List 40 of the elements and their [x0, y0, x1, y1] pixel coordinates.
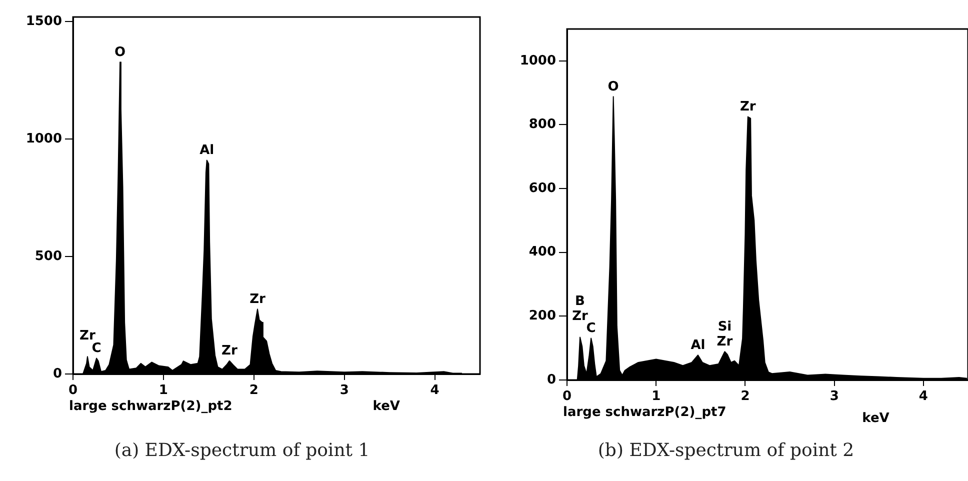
annotation: O	[114, 44, 126, 60]
y-tick-label: 1000	[520, 53, 556, 68]
y-tick-label: 1000	[26, 132, 62, 147]
text: (b) EDX-spectrum of point 2	[596, 440, 856, 461]
x-axis-title: keV	[372, 398, 400, 414]
text: (a) EDX-spectrum of point 1	[113, 440, 371, 461]
y-tick-label: 200	[528, 308, 556, 324]
x-tick-label: 0	[68, 383, 78, 398]
annotation: C	[586, 321, 596, 336]
annotation: Zr	[222, 344, 238, 359]
x-tick-label: 2	[740, 389, 750, 404]
y-tick-label: 600	[528, 180, 556, 196]
annotation: Zr	[80, 328, 96, 344]
x-tick-label: 4	[918, 389, 928, 404]
annotation: Al	[200, 143, 214, 158]
y-tick-label: 1500	[26, 14, 62, 30]
x-tick-label: 2	[249, 383, 258, 398]
y-tick-label: 0	[52, 366, 62, 382]
annotation: Zr	[572, 309, 589, 324]
y-tick-label: 800	[528, 117, 556, 132]
annotation: B	[575, 294, 585, 310]
annotation: C	[92, 341, 102, 356]
x-tick-label: 3	[340, 383, 349, 398]
x-tick-label: 0	[562, 389, 572, 404]
x-tick-label: 1	[158, 383, 168, 398]
annotation: O	[608, 80, 619, 95]
annotation: Zr	[716, 334, 734, 350]
annotation: Zr	[740, 100, 756, 115]
x-tick-label: 1	[652, 389, 661, 404]
text: large schwarzP(2)_pt7	[563, 404, 726, 420]
text: large schwarzP(2)_pt2	[69, 398, 232, 414]
annotation: Zr	[250, 292, 266, 308]
x-axis-title: keV	[862, 410, 890, 426]
y-tick-label: 400	[528, 244, 556, 260]
y-tick-label: 0	[546, 372, 556, 388]
x-tick-label: 3	[830, 389, 839, 404]
annotation: Si	[718, 319, 732, 334]
annotation: Al	[690, 338, 706, 353]
y-tick-label: 500	[34, 248, 62, 264]
x-tick-label: 4	[430, 383, 440, 398]
